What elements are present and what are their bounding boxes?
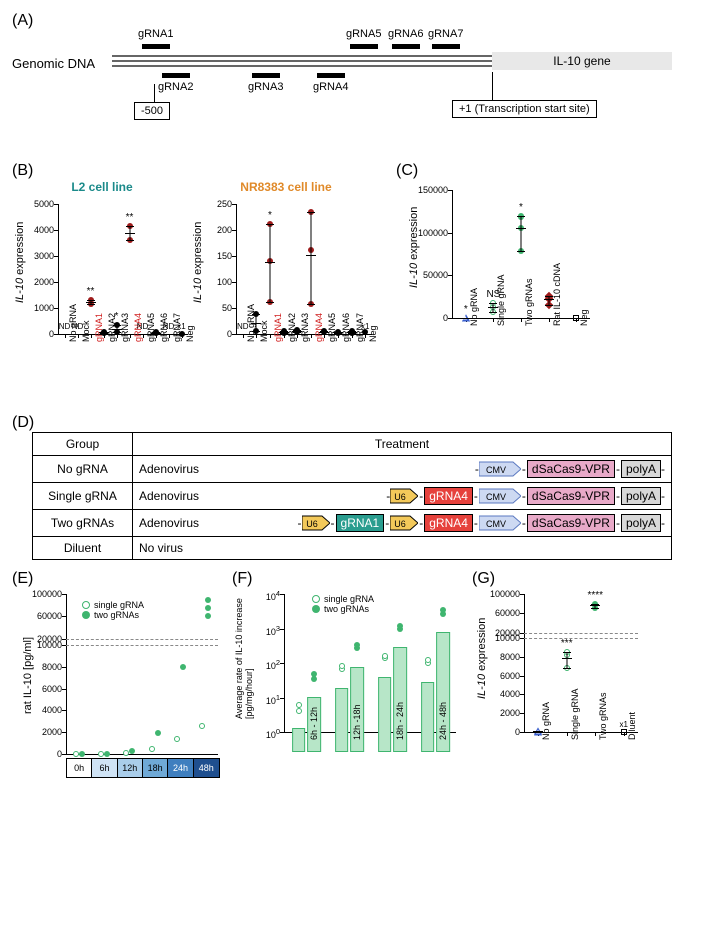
svg-text:CMV: CMV — [486, 492, 506, 502]
panels-b-c: (B)L2 cell line010002000300040005000IL-1… — [12, 162, 689, 404]
svg-text:CMV: CMV — [486, 465, 506, 475]
svg-text:U6: U6 — [306, 519, 318, 529]
svg-text:U6: U6 — [394, 492, 406, 502]
svg-text:CMV: CMV — [486, 519, 506, 529]
panels-e-f-g: (E)0200040006000800010000200006000010000… — [12, 570, 689, 808]
svg-text:U6: U6 — [394, 519, 406, 529]
panel-d: (D)GroupTreatmentNo gRNAAdenovirus- CMV-… — [12, 414, 689, 560]
panel-a: (A)Genomic DNAIL-10 genegRNA1gRNA5gRNA6g… — [12, 12, 689, 152]
